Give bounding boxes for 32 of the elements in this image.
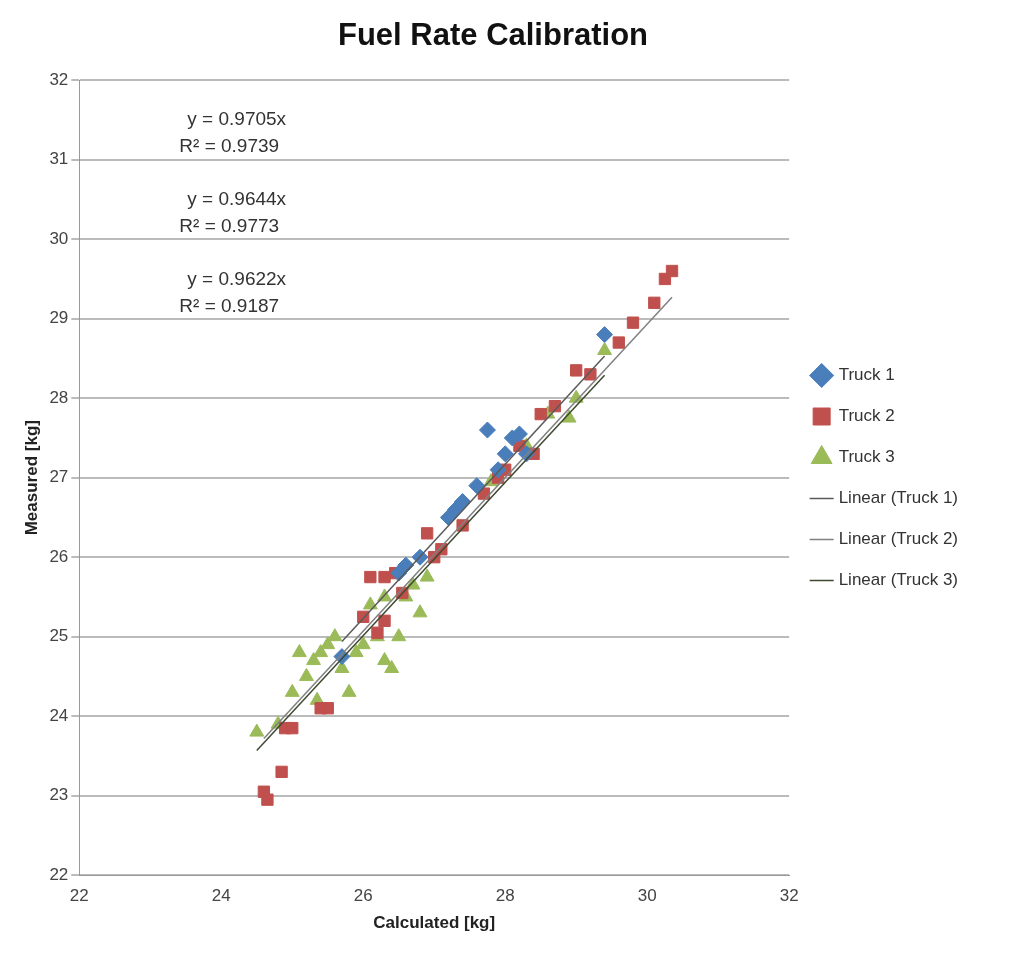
annotation: R² = 0.9187 xyxy=(179,295,280,317)
y-tick-label: 26 xyxy=(49,546,69,566)
legend-label: Linear (Truck 1) xyxy=(838,488,959,508)
annotation: y = 0.9644x xyxy=(187,188,287,210)
legend-label: Linear (Truck 3) xyxy=(838,570,959,590)
annotation: R² = 0.9739 xyxy=(179,135,280,157)
x-tick-label: 28 xyxy=(495,886,515,906)
x-tick-label: 32 xyxy=(779,886,799,906)
y-tick-label: 30 xyxy=(49,228,69,248)
y-tick-label: 24 xyxy=(49,705,69,725)
y-axis-title: Measured [kg] xyxy=(21,420,41,536)
y-tick-label: 22 xyxy=(49,864,69,884)
x-tick-label: 22 xyxy=(69,886,89,906)
legend-label: Truck 2 xyxy=(838,406,895,426)
y-tick-label: 29 xyxy=(49,308,69,328)
annotation: R² = 0.9773 xyxy=(179,215,280,237)
annotation: y = 0.9705x xyxy=(187,108,287,130)
legend-label: Truck 1 xyxy=(838,365,895,385)
legend-label: Linear (Truck 2) xyxy=(838,529,959,549)
x-tick-label: 30 xyxy=(637,886,657,906)
y-tick-label: 23 xyxy=(49,785,69,805)
y-tick-label: 32 xyxy=(49,69,69,89)
annotation: y = 0.9622x xyxy=(187,268,287,290)
y-tick-label: 31 xyxy=(49,149,69,169)
y-tick-label: 28 xyxy=(49,387,69,407)
x-tick-label: 26 xyxy=(353,886,373,906)
y-tick-label: 25 xyxy=(49,626,69,646)
x-axis-title: Calculated [kg] xyxy=(373,913,496,933)
legend-label: Truck 3 xyxy=(838,447,895,467)
y-tick-label: 27 xyxy=(49,467,69,487)
x-tick-label: 24 xyxy=(211,886,231,906)
chart-title: Fuel Rate Calibration xyxy=(337,17,649,53)
